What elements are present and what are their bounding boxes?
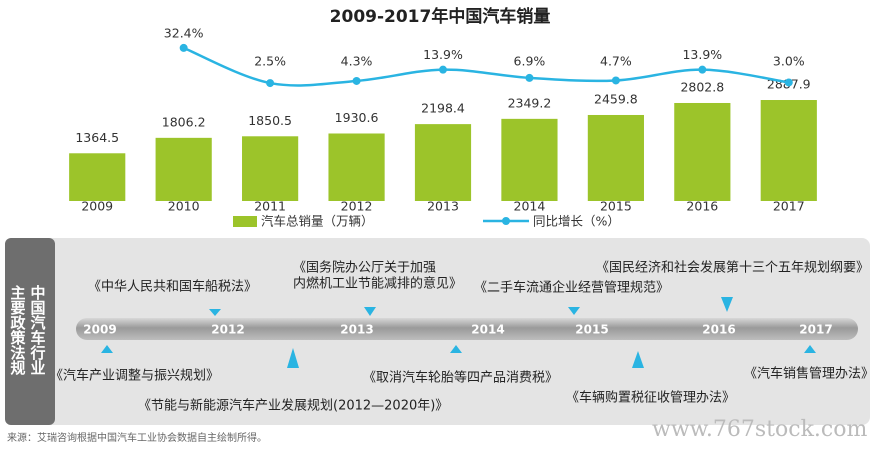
bar (328, 133, 385, 201)
timeline-year: 2015 (575, 323, 608, 337)
line-point (698, 65, 707, 74)
data-label: 3.0% (773, 54, 805, 69)
timeline-year: 2014 (471, 323, 504, 337)
policy: 《汽车产业调整与振兴规划》 (50, 368, 219, 384)
timeline-year: 2016 (702, 323, 735, 337)
policy: 《节能与新能源汽车产业发展规划(2012—2020年)》 (138, 398, 448, 414)
side-label-box (5, 238, 55, 425)
bar (674, 102, 731, 201)
watermark: www.767stock.com (652, 417, 867, 442)
x-tick-label: 2015 (600, 199, 632, 214)
legend-label: 同比增长（%） (533, 214, 620, 229)
policy: 《国务院办公厅关于加强 (293, 260, 436, 276)
policy: 《二手车流通企业经营管理规范》 (474, 280, 669, 296)
policy-marker (804, 345, 816, 353)
timeline-year: 2012 (211, 323, 244, 337)
x-tick-label: 2013 (427, 199, 459, 214)
data-label: 4.7% (600, 54, 632, 69)
source: 来源：艾瑞咨询根据中国汽车工业协会数据自主绘制所得。 (7, 431, 267, 444)
line-point (611, 76, 620, 85)
policy-marker (568, 307, 580, 315)
timeline-year: 2013 (340, 323, 373, 337)
data-label: 2.5% (254, 54, 286, 69)
bar (760, 100, 817, 201)
x-tick-label: 2011 (254, 199, 286, 214)
data-label: 13.9% (682, 47, 722, 62)
policy: 《中华人民共和国车船税法》 (88, 279, 257, 295)
data-label: 1850.5 (248, 113, 292, 128)
line-point (352, 76, 361, 85)
line-point (266, 79, 275, 88)
data-label: 4.3% (341, 54, 373, 69)
bar (587, 114, 644, 201)
data-label: 1806.2 (162, 114, 206, 129)
timeline-bar (76, 318, 858, 340)
bar (242, 136, 299, 201)
legend-label: 汽车总销量（万辆） (261, 214, 374, 229)
chart-title: 2009-2017年中国汽车销量 (330, 6, 551, 27)
data-label: 1930.6 (335, 110, 379, 125)
line-point (179, 43, 188, 52)
x-tick-label: 2016 (686, 199, 718, 214)
line (183, 46, 789, 87)
legend-swatch (502, 217, 510, 225)
policy-marker (721, 297, 733, 312)
bar (414, 124, 472, 201)
data-label: 13.9% (423, 47, 463, 62)
timeline-year: 2009 (83, 323, 116, 337)
bar (69, 153, 126, 201)
side-label: 主要政策法规 (9, 284, 27, 376)
bar (155, 137, 212, 201)
data-label: 6.9% (514, 54, 546, 69)
bar (501, 118, 558, 201)
side-label: 中国汽车行业 (29, 284, 47, 375)
data-label: 2349.2 (508, 95, 552, 110)
policy: 《国民经济和社会发展第十三个五年规划纲要》 (596, 260, 869, 276)
line-point (784, 78, 793, 87)
line-point (439, 65, 447, 74)
policy: 《取消汽车轮胎等四产品消费税》 (363, 370, 558, 386)
policy: 内燃机工业节能减排的意见》 (293, 276, 462, 292)
data-label: 2459.8 (594, 91, 638, 106)
x-tick-label: 2014 (514, 199, 546, 214)
x-tick-label: 2010 (168, 199, 200, 214)
timeline-year: 2017 (799, 323, 832, 337)
policy: 《车辆购置税征收管理办法》 (566, 390, 735, 406)
policy-marker (364, 307, 376, 316)
x-tick-label: 2012 (341, 199, 373, 214)
x-tick-label: 2009 (81, 199, 113, 214)
line-point (525, 73, 534, 82)
policy-marker (209, 309, 221, 316)
policy: 《汽车销售管理办法》 (744, 366, 874, 382)
x-tick-label: 2017 (773, 199, 805, 214)
policy-marker (450, 345, 462, 353)
policy-marker (101, 345, 113, 353)
data-label: 2802.8 (680, 79, 724, 94)
data-label: 1364.5 (75, 130, 119, 145)
data-label: 32.4% (164, 25, 204, 40)
data-label: 2198.4 (421, 101, 465, 116)
policy-marker (632, 351, 644, 368)
policy-marker (287, 348, 299, 368)
legend-swatch (233, 216, 257, 227)
